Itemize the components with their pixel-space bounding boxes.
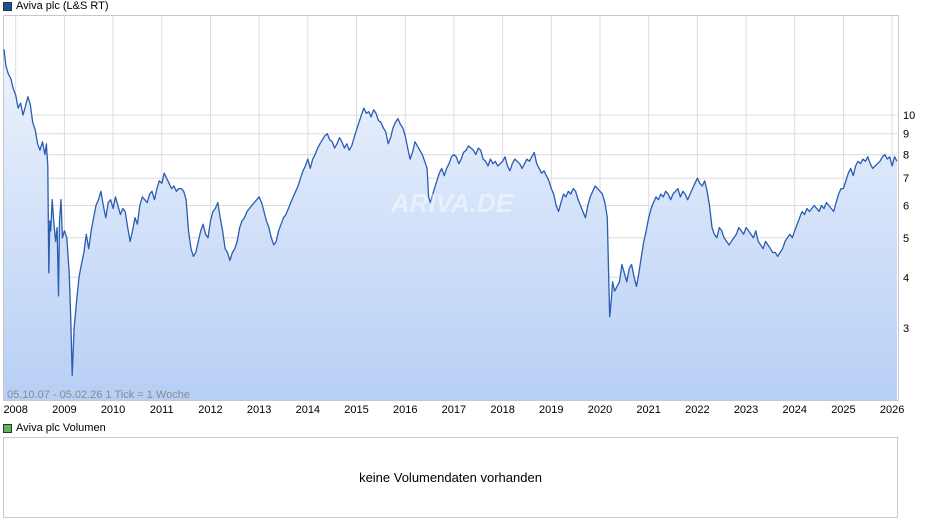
y-tick-labels: 3 4 5 6 7 8 9 10 [903, 110, 915, 335]
date-range-text: 05.10.07 - 05.02.26 1 Tick = 1 Woche [7, 389, 190, 401]
x-tick-label: 2011 [150, 404, 174, 416]
price-line [3, 49, 898, 376]
price-area [3, 49, 898, 401]
x-tick-label: 2026 [880, 404, 904, 416]
x-tick-label: 2020 [588, 404, 612, 416]
x-tick-label: 2025 [831, 404, 855, 416]
price-legend-label: Aviva plc (L&S RT) [16, 0, 109, 12]
x-tick-label: 2009 [52, 404, 76, 416]
x-tick-label: 2018 [490, 404, 514, 416]
x-tick-label: 2019 [539, 404, 563, 416]
price-area-fill [4, 49, 897, 401]
x-tick-label: 2014 [296, 404, 320, 416]
x-tick-labels: 2008 2009 2010 2011 2012 2013 2014 2015 2016 2017… [3, 404, 904, 416]
x-tick-label: 2016 [393, 404, 417, 416]
y-tick-label: 8 [903, 150, 909, 162]
volume-panel: keine Volumendaten vorhanden [3, 437, 898, 518]
price-legend-swatch [3, 2, 12, 11]
y-tick-label: 10 [903, 110, 915, 122]
x-tick-label: 2013 [247, 404, 271, 416]
y-tick-label: 4 [903, 272, 909, 284]
watermark: ARIVA.DE [390, 188, 514, 218]
y-tick-label: 3 [903, 323, 909, 335]
x-tick-label: 2008 [3, 404, 27, 416]
y-tick-label: 5 [903, 233, 909, 245]
volume-legend-label: Aviva plc Volumen [16, 422, 106, 434]
watermark-text: ARIVA.DE [390, 188, 514, 218]
y-tick-label: 6 [903, 201, 909, 213]
y-tick-label: 9 [903, 129, 909, 141]
x-tick-label: 2015 [344, 404, 368, 416]
x-tick-label: 2023 [734, 404, 758, 416]
x-tick-label: 2022 [685, 404, 709, 416]
x-tick-label: 2010 [101, 404, 125, 416]
volume-empty-message: keine Volumendaten vorhanden [359, 470, 542, 485]
x-tick-label: 2021 [636, 404, 660, 416]
volume-legend-swatch [3, 424, 12, 433]
x-tick-label: 2012 [198, 404, 222, 416]
x-tick-label: 2017 [442, 404, 466, 416]
y-tick-label: 7 [903, 173, 909, 185]
x-tick-label: 2024 [783, 404, 807, 416]
